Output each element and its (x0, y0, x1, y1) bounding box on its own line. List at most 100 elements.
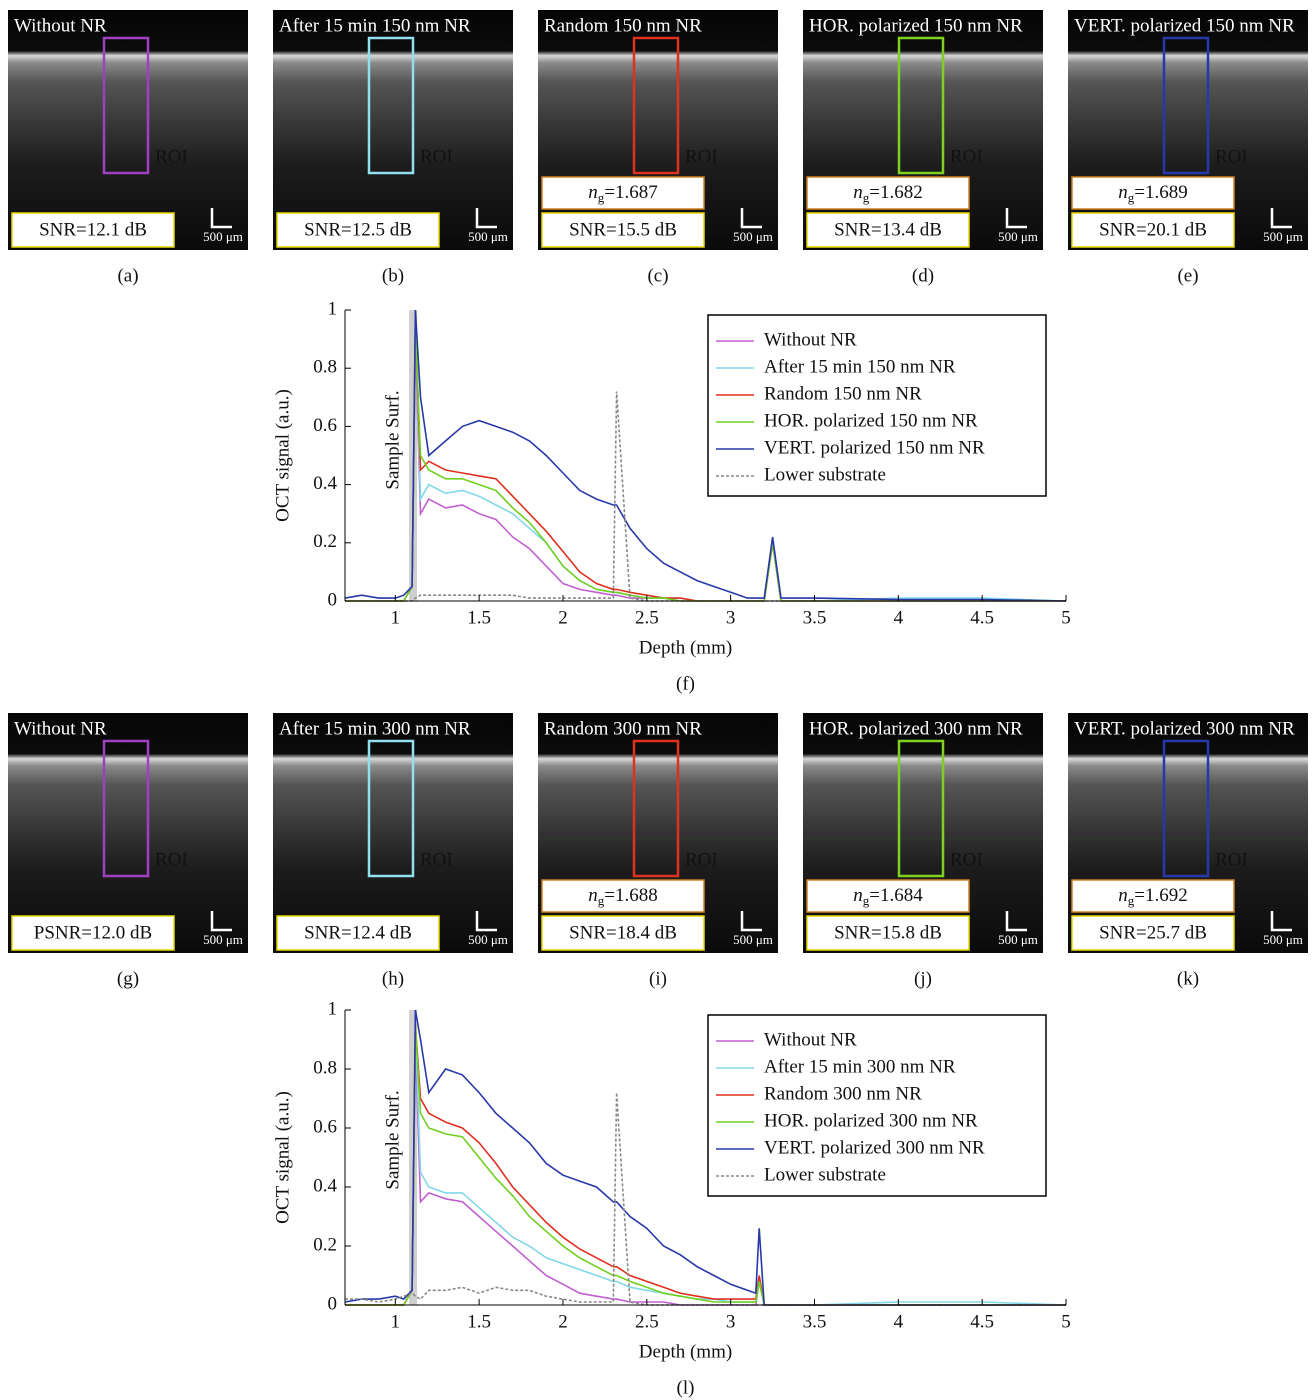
panel-title: After 15 min 150 nm NR (279, 15, 471, 36)
legend-label: After 15 min 150 nm NR (764, 356, 956, 377)
scale-bar-label: 500 μm (203, 932, 243, 947)
scale-bar-label: 500 μm (203, 229, 243, 244)
legend-label: Random 150 nm NR (764, 383, 922, 404)
panel-caption: (a) (117, 265, 138, 286)
snr-label: SNR=12.5 dB (304, 219, 412, 240)
panel-caption: (b) (382, 265, 404, 286)
snr-label: SNR=12.1 dB (39, 219, 147, 240)
scale-bar (1005, 208, 1027, 229)
x-tick-label: 3.5 (803, 607, 827, 628)
oct-image (803, 10, 1043, 250)
index-value: =1.692 (1134, 885, 1187, 906)
index-value: =1.687 (604, 182, 657, 203)
x-tick-label: 5 (1061, 607, 1071, 628)
snr-label: SNR=15.5 dB (569, 219, 677, 240)
index-box (1071, 879, 1235, 913)
snr-box (276, 212, 440, 248)
x-tick-label: 1.5 (467, 607, 491, 628)
scale-bar (1005, 911, 1027, 932)
index-label: ng=1.682 (853, 182, 922, 205)
roi-label: ROI (1215, 146, 1248, 167)
y-tick-label: 0 (328, 589, 338, 610)
panel-title: HOR. polarized 300 nm NR (809, 718, 1023, 739)
scale-bar (210, 208, 232, 229)
scale-bar (1270, 911, 1292, 932)
index-label: ng=1.684 (853, 885, 923, 908)
index-box (541, 879, 705, 913)
legend-label: VERT. polarized 300 nm NR (764, 1137, 985, 1158)
oct-image (538, 10, 778, 250)
x-axis-label: Depth (mm) (639, 637, 732, 658)
legend-label: Lower substrate (764, 1164, 886, 1185)
index-symbol: n (1118, 182, 1128, 203)
scale-bar-label: 500 μm (468, 932, 508, 947)
y-tick-label: 0 (328, 1293, 338, 1314)
panel-caption: (i) (649, 968, 667, 989)
scale-bar-label: 500 μm (998, 229, 1038, 244)
x-tick-label: 4 (894, 1311, 904, 1332)
snr-label: SNR=15.8 dB (834, 922, 942, 943)
roi-box (1162, 36, 1210, 175)
scale-bar (1270, 208, 1292, 229)
panel-title: VERT. polarized 150 nm NR (1074, 15, 1295, 36)
panel-caption: (k) (1177, 968, 1199, 989)
panel-title: Without NR (14, 718, 107, 739)
panel-title: VERT. polarized 300 nm NR (1074, 718, 1295, 739)
index-label: ng=1.692 (1118, 885, 1187, 908)
scale-bar (475, 208, 497, 229)
snr-box (541, 915, 705, 951)
panel-caption: (d) (912, 265, 934, 286)
index-label: ng=1.688 (588, 885, 657, 908)
index-label: ng=1.687 (588, 182, 657, 205)
index-subscript: g (598, 893, 605, 908)
index-label: ng=1.689 (1118, 182, 1187, 205)
roi-label: ROI (155, 146, 188, 167)
index-symbol: n (588, 885, 598, 906)
snr-box (1071, 915, 1235, 951)
x-tick-label: 2.5 (635, 1311, 659, 1332)
x-tick-label: 2 (558, 1311, 568, 1332)
scale-bar-label: 500 μm (468, 229, 508, 244)
y-tick-label: 0.6 (313, 1116, 337, 1137)
y-tick-label: 0.4 (313, 473, 337, 494)
snr-label: PSNR=12.0 dB (34, 922, 152, 943)
index-box (806, 176, 970, 210)
legend-label: After 15 min 300 nm NR (764, 1056, 956, 1077)
roi-box (632, 739, 680, 878)
x-tick-label: 3.5 (803, 1311, 827, 1332)
index-subscript: g (1128, 190, 1135, 205)
x-tick-label: 4 (894, 607, 904, 628)
oct-image (1068, 10, 1308, 250)
roi-label: ROI (155, 849, 188, 870)
scale-bar-label: 500 μm (1263, 932, 1303, 947)
panel-caption: (g) (117, 968, 139, 989)
scale-bar-label: 500 μm (998, 932, 1038, 947)
legend-box (707, 1014, 1047, 1197)
oct-image (8, 10, 248, 250)
index-subscript: g (1128, 893, 1135, 908)
index-subscript: g (863, 893, 870, 908)
scale-bar-label: 500 μm (733, 229, 773, 244)
index-symbol: n (853, 885, 863, 906)
chart-caption: (l) (677, 1377, 695, 1398)
legend-label: Random 300 nm NR (764, 1083, 922, 1104)
oct-image (1068, 713, 1308, 953)
scale-bar (740, 208, 762, 229)
x-tick-label: 4.5 (970, 607, 994, 628)
snr-box (11, 212, 175, 248)
legend-label: HOR. polarized 150 nm NR (764, 410, 978, 431)
x-tick-label: 1.5 (467, 1311, 491, 1332)
x-tick-label: 3 (726, 607, 736, 628)
snr-label: SNR=12.4 dB (304, 922, 412, 943)
index-value: =1.689 (1134, 182, 1187, 203)
index-symbol: n (588, 182, 598, 203)
scale-bar-label: 500 μm (733, 932, 773, 947)
y-tick-label: 0.4 (313, 1175, 337, 1196)
y-tick-label: 1 (328, 998, 338, 1019)
roi-label: ROI (685, 849, 718, 870)
panel-caption: (c) (647, 265, 668, 286)
y-tick-label: 1 (328, 298, 338, 319)
x-tick-label: 2.5 (635, 607, 659, 628)
snr-box (806, 915, 970, 951)
